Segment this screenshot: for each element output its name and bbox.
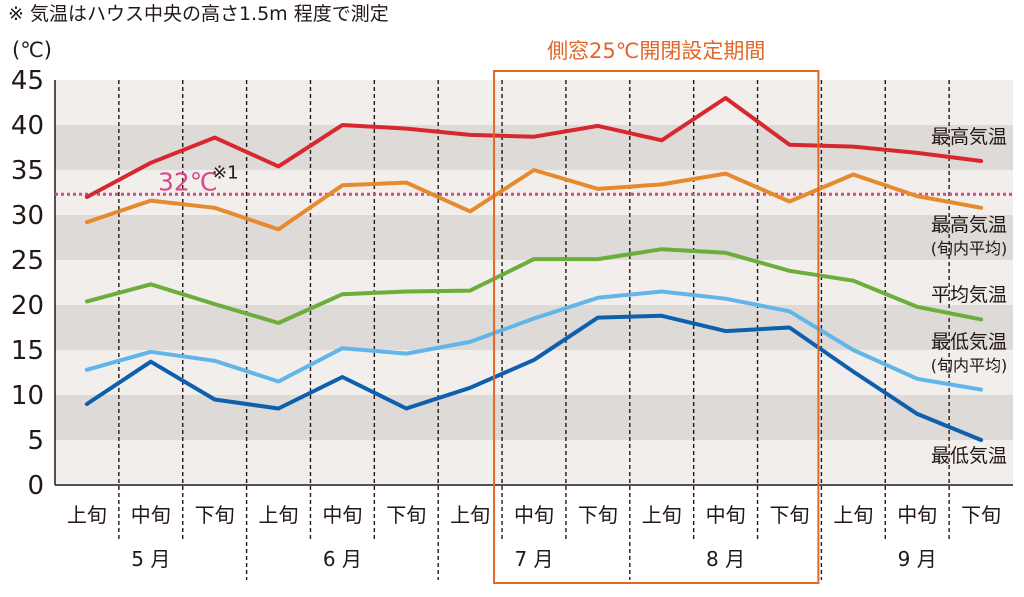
band: [55, 395, 1013, 440]
x-tick-label: 下旬: [769, 503, 809, 527]
series-label-line: 最低気温: [931, 331, 1007, 353]
y-axis-unit-label: (℃): [12, 38, 52, 62]
y-tick-label: 30: [11, 201, 44, 231]
y-tick-label: 10: [11, 381, 44, 411]
month-label: 9 月: [898, 547, 937, 571]
series-label-line: 最高気温: [931, 126, 1007, 148]
band: [55, 80, 1013, 125]
reference-line-32c: 32℃※1: [55, 162, 1013, 196]
x-tick-label: 上旬: [259, 503, 299, 527]
axes: [54, 80, 1013, 486]
month-label: 6 月: [323, 547, 362, 571]
month-label: 5 月: [131, 547, 170, 571]
highlight-label: 側窓25℃開閉設定期間: [547, 39, 765, 63]
month-labels: 5 月 6 月 7 月 8 月 9 月: [131, 547, 936, 571]
band: [55, 305, 1013, 350]
y-tick-label: 25: [11, 246, 44, 276]
x-tick-label: 中旬: [897, 503, 937, 527]
x-tick-label: 中旬: [322, 503, 362, 527]
series-line-0: [84, 96, 984, 199]
series-line-3: [84, 289, 984, 392]
series-label-line: 最低気温: [931, 445, 1007, 467]
y-tick-labels: 0 5 10 15 20 25 30 35 40 45: [11, 66, 44, 501]
series-label: 平均気温: [931, 284, 1007, 306]
x-tick-label: 中旬: [131, 503, 171, 527]
series-label: 最高気温: [931, 126, 1007, 148]
x-tick-label: 下旬: [386, 503, 426, 527]
x-tick-label: 上旬: [642, 503, 682, 527]
x-tick-label: 上旬: [833, 503, 873, 527]
series-label: 最高気温 (旬内平均): [931, 214, 1008, 258]
highlight-box: [493, 70, 820, 584]
band: [55, 215, 1013, 260]
reference-line-note: ※1: [212, 162, 239, 183]
month-label: 8 月: [706, 547, 745, 571]
reference-line-label: 32℃: [158, 167, 218, 196]
y-tick-label: 35: [11, 156, 44, 186]
y-tick-label: 5: [27, 426, 44, 456]
y-tick-label: 20: [11, 291, 44, 321]
series-lines: [84, 96, 984, 442]
series-label-line: 平均気温: [931, 284, 1007, 306]
y-tick-label: 0: [27, 471, 44, 501]
plot-background-bands: [55, 80, 1013, 485]
x-tick-label: 中旬: [514, 503, 554, 527]
measurement-note: ※ 気温はハウス中央の高さ1.5m 程度で測定: [8, 3, 389, 25]
y-tick-label: 45: [11, 66, 44, 96]
y-tick-label: 15: [11, 336, 44, 366]
x-tick-labels: 上旬 中旬 下旬 上旬 中旬 下旬 上旬 中旬 下旬 上旬 中旬 下旬 上旬 中旬 下旬: [67, 503, 1001, 527]
series-line-1: [84, 168, 984, 232]
x-tick-label: 上旬: [67, 503, 107, 527]
series-label-line: (旬内平均): [931, 239, 1008, 258]
side-window-period-box: 側窓25℃開閉設定期間: [493, 39, 820, 584]
series-label-line: (旬内平均): [931, 356, 1008, 375]
x-tick-label: 下旬: [961, 503, 1001, 527]
series-line-2: [84, 247, 984, 325]
series-line-4: [84, 313, 984, 442]
x-tick-label: 中旬: [706, 503, 746, 527]
month-label: 7 月: [514, 547, 553, 571]
band: [55, 440, 1013, 485]
period-dividers: [118, 80, 950, 580]
series-label-line: 最高気温: [931, 214, 1007, 236]
series-label: 最低気温: [931, 445, 1007, 467]
x-tick-label: 下旬: [195, 503, 235, 527]
x-tick-label: 上旬: [450, 503, 490, 527]
y-tick-label: 40: [11, 111, 44, 141]
x-tick-label: 下旬: [578, 503, 618, 527]
series-label: 最低気温 (旬内平均): [931, 331, 1008, 375]
